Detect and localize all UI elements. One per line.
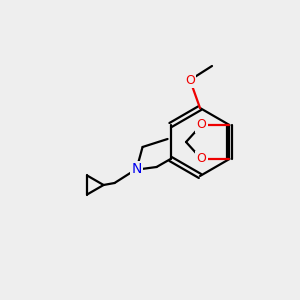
Text: O: O xyxy=(196,152,206,166)
Text: N: N xyxy=(131,162,142,176)
Text: O: O xyxy=(185,74,195,86)
Text: O: O xyxy=(196,118,206,131)
